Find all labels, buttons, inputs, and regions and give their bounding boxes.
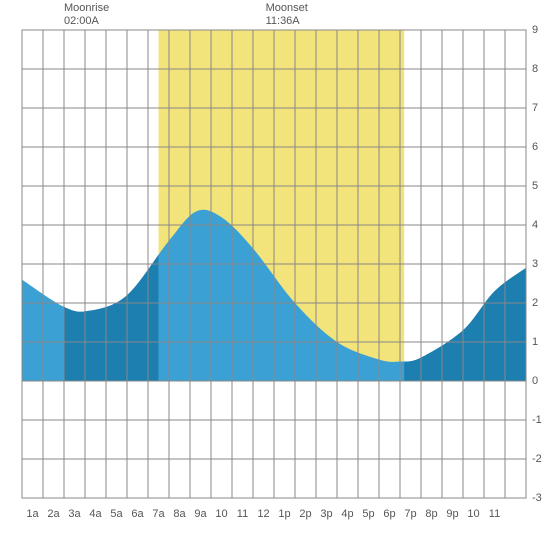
x-tick-label: 7a: [152, 508, 164, 520]
y-tick-label: 8: [532, 63, 538, 75]
y-tick-label: -3: [532, 492, 542, 504]
moon-event-title: Moonset: [266, 2, 308, 15]
chart-canvas: [0, 0, 550, 550]
x-tick-label: 4p: [341, 508, 353, 520]
x-tick-label: 5p: [362, 508, 374, 520]
x-tick-label: 10: [467, 508, 479, 520]
y-tick-label: 4: [532, 219, 538, 231]
x-tick-label: 11: [237, 508, 248, 520]
x-tick-label: 1a: [26, 508, 38, 520]
moon-event-time: 02:00A: [64, 15, 109, 28]
x-tick-label: 1p: [278, 508, 290, 520]
x-tick-label: 2p: [299, 508, 311, 520]
x-tick-label: 12: [257, 508, 269, 520]
y-tick-label: 0: [532, 375, 538, 387]
x-tick-label: 9a: [194, 508, 206, 520]
x-tick-label: 6a: [131, 508, 143, 520]
x-tick-label: 11: [489, 508, 500, 520]
x-tick-label: 10: [215, 508, 227, 520]
moon-event-time: 11:36A: [266, 15, 308, 28]
y-tick-label: -1: [532, 414, 542, 426]
x-tick-label: 3p: [320, 508, 332, 520]
moonrise-label: Moonrise02:00A: [64, 2, 109, 28]
y-tick-label: 6: [532, 141, 538, 153]
tide-chart: -3-2-101234567891a2a3a4a5a6a7a8a9a101112…: [0, 0, 550, 550]
y-tick-label: 7: [532, 102, 538, 114]
y-tick-label: -2: [532, 453, 542, 465]
x-tick-label: 2a: [47, 508, 59, 520]
y-tick-label: 5: [532, 180, 538, 192]
moonset-label: Moonset11:36A: [266, 2, 308, 28]
y-tick-label: 2: [532, 297, 538, 309]
x-tick-label: 7p: [404, 508, 416, 520]
y-tick-label: 1: [532, 336, 538, 348]
x-tick-label: 9p: [446, 508, 458, 520]
x-tick-label: 3a: [68, 508, 80, 520]
x-tick-label: 8p: [425, 508, 437, 520]
x-tick-label: 6p: [383, 508, 395, 520]
y-tick-label: 3: [532, 258, 538, 270]
x-tick-label: 8a: [173, 508, 185, 520]
x-tick-label: 5a: [110, 508, 122, 520]
moon-event-title: Moonrise: [64, 2, 109, 15]
y-tick-label: 9: [532, 24, 538, 36]
x-tick-label: 4a: [89, 508, 101, 520]
